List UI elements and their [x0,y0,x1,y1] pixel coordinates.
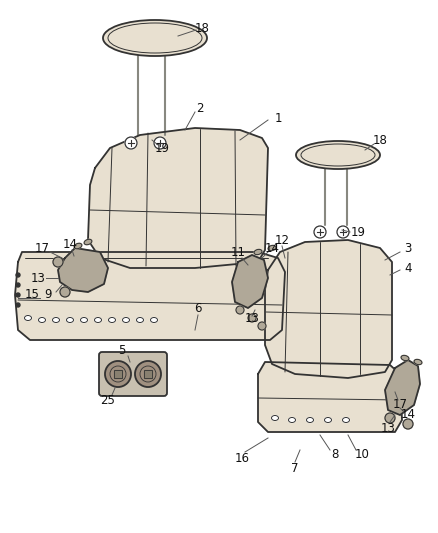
Polygon shape [385,360,420,415]
FancyBboxPatch shape [99,352,167,396]
Text: 8: 8 [331,448,339,462]
Circle shape [403,419,413,429]
Ellipse shape [84,239,92,245]
Circle shape [337,226,349,238]
Circle shape [135,361,161,387]
Text: 11: 11 [230,246,246,259]
Polygon shape [232,255,268,308]
Text: 12: 12 [275,233,290,246]
Circle shape [16,273,20,277]
Circle shape [236,306,244,314]
Polygon shape [265,240,392,378]
Text: 7: 7 [291,462,299,474]
Text: 2: 2 [196,101,204,115]
Text: 14: 14 [400,408,416,422]
Text: 18: 18 [194,21,209,35]
Circle shape [105,361,131,387]
Polygon shape [58,248,108,292]
Text: 16: 16 [234,451,250,464]
Ellipse shape [307,417,314,423]
Text: 3: 3 [404,241,412,254]
Circle shape [385,413,395,423]
Ellipse shape [272,416,279,421]
Text: 13: 13 [381,422,396,434]
Text: 14: 14 [265,241,279,254]
Ellipse shape [401,356,409,361]
Text: 4: 4 [404,262,412,274]
Circle shape [248,314,256,322]
Ellipse shape [254,249,262,255]
Ellipse shape [53,318,60,322]
Text: 17: 17 [35,241,49,254]
Text: 19: 19 [350,225,365,238]
Ellipse shape [81,318,88,322]
Bar [144,370,152,378]
Bar [144,370,152,378]
Text: 6: 6 [194,302,202,314]
Text: 19: 19 [155,141,170,155]
Text: 1: 1 [274,111,282,125]
Ellipse shape [343,417,350,423]
Ellipse shape [289,417,296,423]
Polygon shape [88,128,268,268]
Circle shape [53,257,63,267]
Bar [114,370,122,378]
Circle shape [16,293,20,297]
Ellipse shape [137,318,144,322]
Text: 10: 10 [355,448,369,462]
Text: 5: 5 [118,343,126,357]
Text: 9: 9 [44,288,52,302]
Circle shape [16,283,20,287]
Text: 13: 13 [31,271,46,285]
Ellipse shape [325,417,332,423]
Text: 17: 17 [392,399,407,411]
Text: 25: 25 [101,393,116,407]
Text: 18: 18 [373,133,388,147]
Ellipse shape [39,318,46,322]
Ellipse shape [95,318,102,322]
Ellipse shape [67,318,74,322]
Circle shape [314,226,326,238]
Circle shape [16,303,20,307]
Ellipse shape [123,318,130,322]
Text: 13: 13 [244,311,259,325]
Polygon shape [258,362,402,432]
Ellipse shape [25,316,32,320]
Ellipse shape [103,20,207,56]
Circle shape [258,322,266,330]
Circle shape [60,287,70,297]
Ellipse shape [268,245,276,251]
Text: 14: 14 [63,238,78,252]
Ellipse shape [74,243,82,249]
Circle shape [154,137,166,149]
Polygon shape [15,252,285,340]
Ellipse shape [414,359,422,365]
Circle shape [125,137,137,149]
Text: 15: 15 [25,288,39,302]
Ellipse shape [151,318,158,322]
Ellipse shape [296,141,380,169]
Bar [114,370,122,378]
Ellipse shape [109,318,116,322]
